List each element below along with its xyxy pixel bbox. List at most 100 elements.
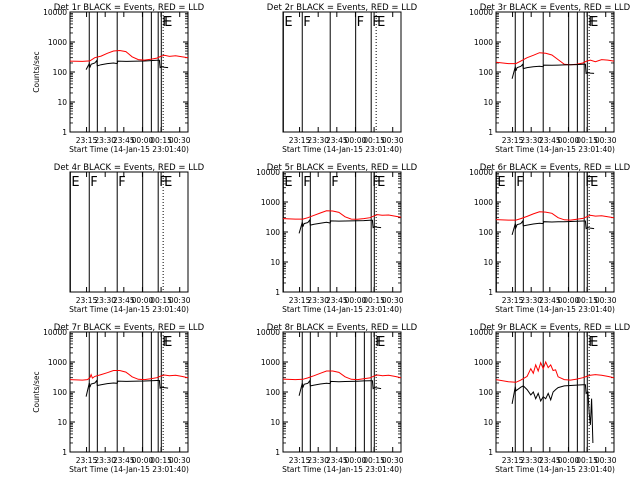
- panel-det5: Det 5r BLACK = Events, RED = LLD 1 10 100 10…: [256, 163, 418, 314]
- panel-det1: Det 1r BLACK = Events, RED = LLD 1 10 100 10…: [32, 3, 205, 154]
- events-rate-line: [85, 379, 169, 397]
- x-tick-label: 23:30: [94, 456, 116, 465]
- panel-title: Det 5r BLACK = Events, RED = LLD: [267, 163, 418, 173]
- y-tick-label: 1: [488, 448, 493, 457]
- panel-title: Det 7r BLACK = Events, RED = LLD: [54, 323, 205, 333]
- x-tick-label: 23:45: [113, 296, 135, 305]
- x-tick-label: 00:00: [132, 296, 154, 305]
- event-marker-label: F: [372, 175, 379, 190]
- y-tick-label: 10000: [43, 8, 67, 17]
- lld-rate-line: [69, 49, 189, 62]
- x-axis-label: Start Time (14-Jan-15 23:01:40): [282, 305, 402, 314]
- event-marker-label: F: [585, 175, 592, 190]
- event-marker-label: E: [284, 175, 292, 190]
- x-tick-label: 00:15: [150, 296, 172, 305]
- x-tick-label: 00:30: [169, 456, 191, 465]
- x-tick-label: 00:00: [345, 136, 367, 145]
- plot-frame: [69, 11, 189, 133]
- y-tick-label: 1: [488, 128, 493, 137]
- panel-det2: Det 2r BLACK = Events, RED = LLD23:1523:…: [267, 3, 418, 154]
- x-tick-label: 23:45: [539, 456, 561, 465]
- event-marker-label: F: [118, 175, 125, 190]
- x-tick-label: 23:30: [520, 296, 542, 305]
- x-tick-label: 23:45: [326, 296, 348, 305]
- plot-frame: [495, 171, 615, 293]
- plot-frame: [282, 171, 402, 293]
- x-tick-label: 23:15: [502, 296, 524, 305]
- y-tick-label: 10: [57, 98, 67, 107]
- x-tick-label: 00:15: [363, 136, 385, 145]
- x-tick-label: 23:15: [289, 136, 311, 145]
- panel-title: Det 3r BLACK = Events, RED = LLD: [480, 3, 631, 13]
- y-axis-label: Counts/sec: [32, 51, 41, 92]
- lld-rate-line: [282, 210, 402, 220]
- y-tick-label: 1: [488, 288, 493, 297]
- x-tick-label: 23:15: [502, 136, 524, 145]
- event-marker-label: F: [159, 175, 166, 190]
- event-marker-label: E: [71, 175, 79, 190]
- x-tick-label: 23:15: [76, 456, 98, 465]
- panel-det3: Det 3r BLACK = Events, RED = LLD 1 10 100 10…: [469, 3, 631, 154]
- event-marker-label: E: [284, 15, 292, 30]
- lld-rate-line: [495, 360, 615, 383]
- x-tick-label: 00:00: [558, 136, 580, 145]
- event-marker-label: F: [303, 15, 310, 30]
- x-tick-label: 23:45: [539, 136, 561, 145]
- x-tick-label: 00:00: [132, 456, 154, 465]
- y-tick-label: 1: [62, 448, 67, 457]
- x-axis-label: Start Time (14-Jan-15 23:01:40): [282, 465, 402, 474]
- event-marker-label: E: [377, 335, 385, 350]
- y-tick-label: 10: [270, 258, 280, 267]
- x-tick-label: 00:30: [382, 296, 404, 305]
- x-axis-label: Start Time (14-Jan-15 23:01:40): [495, 305, 615, 314]
- panel-title: Det 8r BLACK = Events, RED = LLD: [267, 323, 418, 333]
- x-tick-label: 00:00: [132, 136, 154, 145]
- y-tick-label: 1000: [474, 38, 493, 47]
- y-tick-label: 10000: [256, 168, 280, 177]
- lld-rate-line: [282, 370, 402, 381]
- x-tick-label: 00:30: [595, 456, 617, 465]
- panel-det8: Det 8r BLACK = Events, RED = LLD 1 10 100 10…: [256, 323, 418, 474]
- event-marker-label: F: [516, 175, 523, 190]
- y-tick-label: 1: [275, 288, 280, 297]
- events-rate-line: [511, 63, 595, 79]
- x-tick-label: 23:45: [539, 296, 561, 305]
- event-marker-label: F: [588, 15, 595, 30]
- y-tick-label: 1: [62, 128, 67, 137]
- x-tick-label: 00:15: [576, 296, 598, 305]
- x-tick-label: 00:00: [558, 296, 580, 305]
- x-tick-label: 23:45: [326, 456, 348, 465]
- x-tick-label: 00:15: [150, 456, 172, 465]
- y-axis-label: Counts/sec: [32, 371, 41, 412]
- x-tick-label: 00:15: [150, 136, 172, 145]
- x-tick-label: 23:30: [520, 136, 542, 145]
- y-tick-label: 100: [53, 68, 68, 77]
- panel-title: Det 9r BLACK = Events, RED = LLD: [480, 323, 631, 333]
- y-tick-label: 100: [479, 68, 494, 77]
- events-rate-line: [298, 218, 382, 234]
- y-tick-label: 100: [53, 388, 68, 397]
- x-tick-label: 23:15: [289, 296, 311, 305]
- event-marker-label: E: [377, 15, 385, 30]
- y-tick-label: 100: [266, 388, 281, 397]
- x-tick-label: 00:30: [595, 296, 617, 305]
- y-tick-label: 1000: [48, 38, 67, 47]
- x-tick-label: 00:00: [345, 456, 367, 465]
- x-tick-label: 00:15: [363, 296, 385, 305]
- event-marker-label: E: [590, 335, 598, 350]
- event-marker-label: F: [90, 175, 97, 190]
- panel-det9: Det 9r BLACK = Events, RED = LLD 1 10 100 10…: [469, 323, 631, 474]
- y-tick-label: 1000: [261, 198, 280, 207]
- x-tick-label: 00:15: [363, 456, 385, 465]
- y-tick-label: 10000: [469, 8, 493, 17]
- events-rate-line: [85, 59, 169, 70]
- x-tick-label: 23:30: [307, 456, 329, 465]
- y-tick-label: 10: [57, 418, 67, 427]
- y-tick-label: 100: [479, 388, 494, 397]
- panel-title: Det 2r BLACK = Events, RED = LLD: [267, 3, 418, 13]
- events-rate-line: [298, 379, 382, 396]
- panel-title: Det 4r BLACK = Events, RED = LLD: [54, 163, 205, 173]
- x-axis-label: Start Time (14-Jan-15 23:01:40): [69, 145, 189, 154]
- x-tick-label: 00:00: [345, 296, 367, 305]
